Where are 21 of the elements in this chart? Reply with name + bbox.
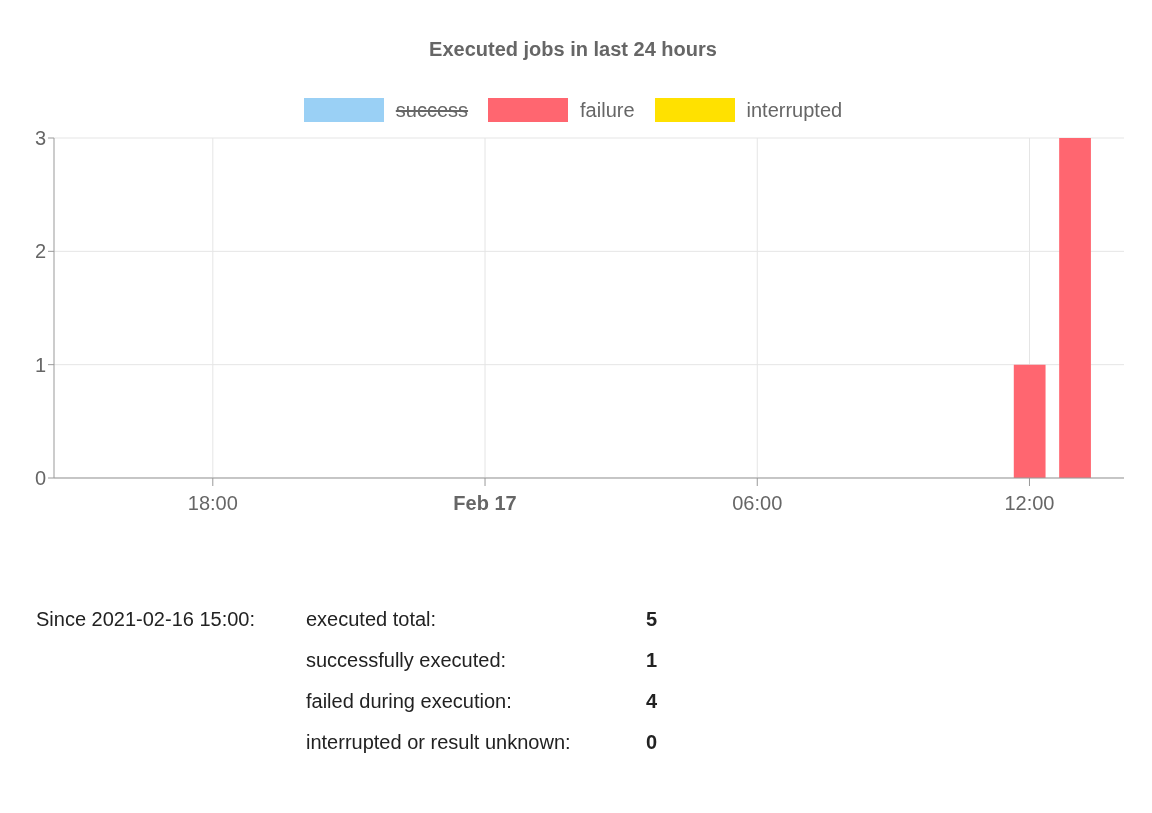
legend-label: success [395, 98, 469, 122]
x-tick-label: 12:00 [1004, 492, 1055, 514]
text: failed during execution: [306, 690, 513, 713]
y-tick-label: 3 [34, 127, 46, 150]
text: Since 2021-02-16 15:00: [36, 608, 257, 631]
x-tick-label: 06:00 [732, 492, 783, 514]
y-tick-label: 2 [34, 240, 46, 263]
text: successfully executed: [306, 649, 508, 672]
text: interrupted or result unknown: [306, 731, 572, 754]
y-tick-label: 0 [34, 467, 46, 490]
x-tick-label: Feb 17 [453, 492, 517, 514]
chart-title: Executed jobs in last 24 hours [428, 38, 718, 61]
text: 1 [646, 649, 659, 672]
text: 4 [646, 690, 659, 713]
y-tick-label: 1 [34, 353, 46, 376]
text: 0 [646, 731, 659, 754]
legend-label: interrupted [746, 98, 843, 122]
text: 5 [646, 608, 659, 631]
legend-label: failure [580, 98, 635, 122]
text: executed total: [306, 608, 438, 631]
x-tick-label: 18:00 [187, 492, 238, 514]
